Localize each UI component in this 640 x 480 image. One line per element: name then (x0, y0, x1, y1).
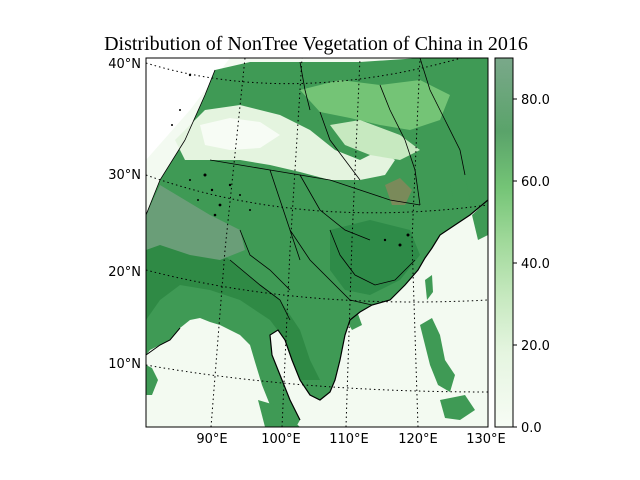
colorbar: 0.0 20.0 40.0 60.0 80.0 (494, 57, 550, 436)
graticule (146, 58, 488, 427)
land-japan (472, 200, 488, 240)
meridian-100 (281, 58, 303, 427)
colorbar-tick-label: 40.0 (521, 257, 550, 272)
parallel-10 (146, 364, 488, 393)
land-srilanka (146, 365, 158, 395)
outside-projection (146, 58, 230, 160)
lat-tick-label: 20°N (108, 265, 141, 280)
map-title: Distribution of NonTree Vegetation of Ch… (104, 33, 528, 55)
lon-tick-label: 120°E (398, 432, 438, 447)
coastline (269, 199, 488, 421)
lon-tick-label: 110°E (329, 432, 369, 447)
lon-tick-label: 130°E (466, 432, 506, 447)
map-panel (146, 58, 488, 427)
province-boundaries (146, 58, 466, 321)
land-borneo (440, 395, 475, 420)
lon-tick-label: 90°E (196, 432, 227, 447)
lat-tick-label: 30°N (108, 168, 141, 183)
map-frame (145, 57, 489, 428)
colorbar-gradient (495, 58, 513, 427)
colorbar-tick-label: 60.0 (521, 175, 550, 190)
northern-light-patch (330, 120, 420, 160)
land-greygreen-region (146, 185, 245, 260)
land-taiwan (425, 275, 433, 300)
colorbar-tick-label: 80.0 (521, 93, 550, 108)
lake-dots (171, 73, 410, 247)
parallel-30 (146, 174, 488, 214)
land-korea (450, 175, 470, 215)
colorbar-tick-label: 0.0 (521, 421, 542, 436)
land-philippines (420, 318, 455, 392)
colorbar-frame (494, 57, 514, 428)
coastline-west (146, 327, 181, 356)
northern-grassland (300, 80, 450, 130)
land-sumatra (258, 400, 300, 427)
colorbar-ticks: 0.0 20.0 40.0 60.0 80.0 (513, 93, 550, 436)
plateau-patch (200, 118, 280, 150)
colorbar-tick-label: 20.0 (521, 339, 550, 354)
meridian-90 (210, 58, 246, 427)
land-dark-region (146, 215, 320, 380)
lat-tick-label: 10°N (108, 357, 141, 372)
southeast-region (330, 220, 420, 295)
plain-region (385, 178, 412, 205)
lat-tick-label: 40°N (108, 57, 141, 72)
lon-tick-label: 100°E (261, 432, 301, 447)
